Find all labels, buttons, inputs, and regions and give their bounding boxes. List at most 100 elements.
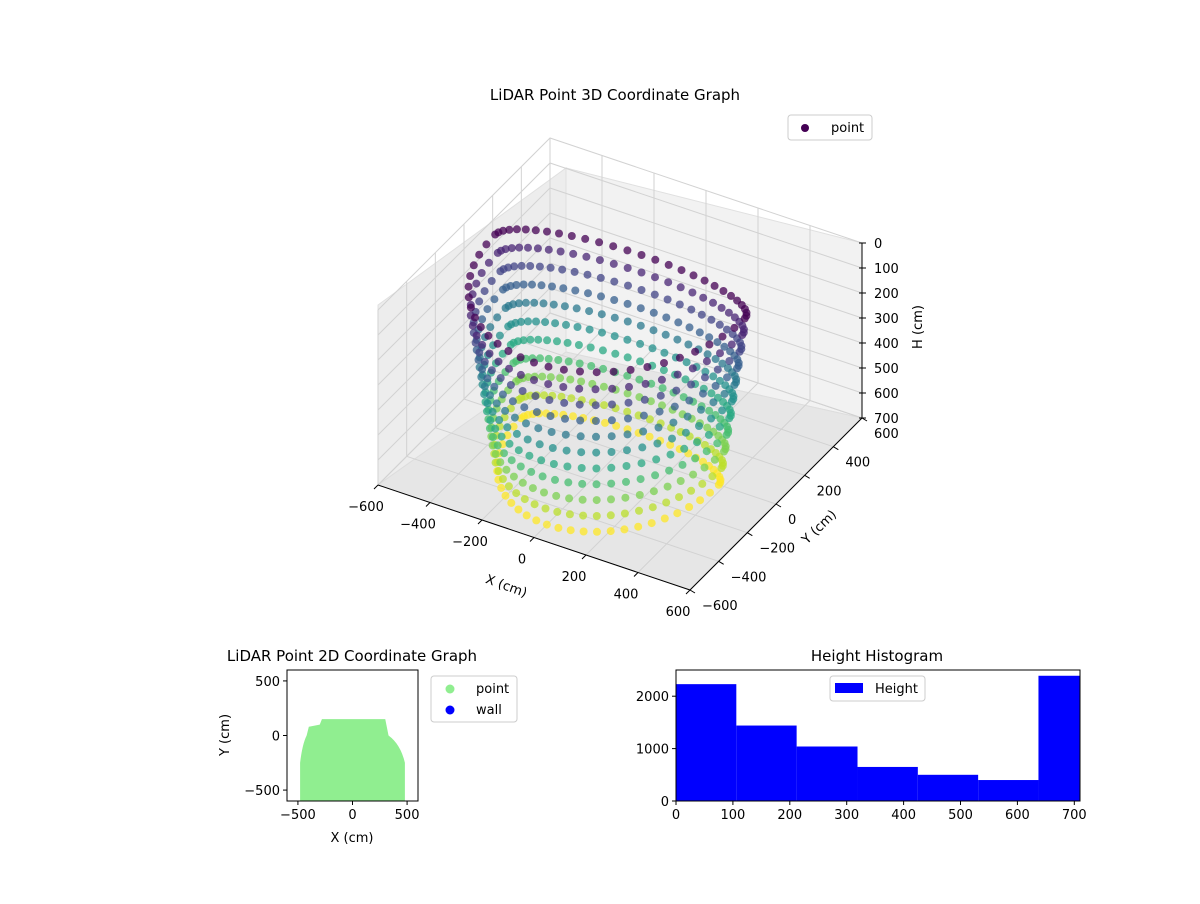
cloud-point xyxy=(730,381,739,389)
cloud-point xyxy=(566,375,575,384)
grid-line xyxy=(377,187,863,361)
cloud-point xyxy=(518,478,527,487)
cloud-point xyxy=(622,477,630,486)
cloud-point xyxy=(623,446,631,455)
cloud-point xyxy=(561,430,570,439)
footprint-shape xyxy=(300,719,405,801)
histogram-bar xyxy=(676,684,737,801)
y-tick-mark xyxy=(718,560,724,565)
cloud-point xyxy=(548,444,557,452)
cloud-point xyxy=(555,229,563,238)
cloud-point xyxy=(725,414,734,423)
cloud-point xyxy=(697,310,706,319)
cloud-point xyxy=(577,464,586,472)
z-tick-label: 500 xyxy=(874,362,899,377)
cloud-point xyxy=(534,335,543,344)
cloud-point xyxy=(720,342,729,351)
cloud-point xyxy=(569,249,578,258)
cloud-point xyxy=(634,522,643,531)
x-tick-label: 400 xyxy=(891,808,916,823)
cloud-point xyxy=(620,509,629,518)
cloud-point xyxy=(532,408,541,417)
x-ticks-2d: −500 0 500 xyxy=(280,801,419,823)
cloud-point xyxy=(505,364,513,373)
cloud-point xyxy=(558,265,567,274)
cloud-point xyxy=(662,313,671,322)
cloud-point xyxy=(474,355,483,364)
cloud-point xyxy=(658,384,667,393)
cloud-point xyxy=(691,347,700,356)
cloud-point xyxy=(643,363,652,371)
cloud-point xyxy=(514,446,523,455)
cloud-point xyxy=(664,260,673,269)
cloud-point xyxy=(509,359,518,368)
cloud-point xyxy=(610,313,619,322)
cloud-point xyxy=(489,433,497,442)
cloud-point xyxy=(480,357,489,366)
z-ticks-3d: 0 100 200 300 400 500 600 700 xyxy=(859,237,899,427)
cloud-point xyxy=(572,304,581,313)
cloud-point xyxy=(505,225,514,234)
legend-2d-point-marker xyxy=(445,684,455,694)
cloud-point xyxy=(514,505,523,514)
z-tick-label: 300 xyxy=(874,312,899,327)
y-tick-label: 600 xyxy=(874,427,899,442)
cloud-point xyxy=(680,444,689,453)
cloud-point xyxy=(662,498,671,507)
cloud-point xyxy=(612,421,621,430)
cloud-point xyxy=(546,412,555,420)
chart-3d: LiDAR Point 3D Coordinate Graph −600 −400… xyxy=(348,86,926,620)
cloud-point xyxy=(543,336,552,345)
cloud-point xyxy=(607,448,616,456)
chart-2d: LiDAR Point 2D Coordinate Graph −500 0 500… xyxy=(218,647,518,846)
cloud-point xyxy=(707,315,716,324)
cloud-point xyxy=(532,317,540,326)
z-tick-label: 200 xyxy=(874,287,899,302)
cloud-point xyxy=(592,480,601,489)
x-tick-label: 600 xyxy=(1005,808,1030,823)
cloud-point xyxy=(607,432,616,441)
cloud-point xyxy=(693,438,701,447)
histogram-y-ticks: 0 1000 2000 xyxy=(636,690,676,810)
cloud-point xyxy=(563,338,572,347)
y-tick-mark xyxy=(833,446,839,451)
cloud-point xyxy=(541,318,550,327)
cloud-point xyxy=(544,362,553,371)
cloud-point xyxy=(528,484,537,493)
cloud-point xyxy=(703,423,712,432)
cloud-point xyxy=(472,279,481,288)
cloud-point xyxy=(548,282,556,291)
cloud-point xyxy=(660,348,669,357)
cloud-point xyxy=(516,353,525,362)
cloud-point xyxy=(464,282,473,291)
cloud-point xyxy=(675,493,683,502)
histogram-bar xyxy=(978,780,1039,801)
histogram-legend-frame xyxy=(829,675,926,702)
cloud-point xyxy=(464,293,473,302)
chart-histogram: Height Histogram 0 100 200 300 400 500 600 700 … xyxy=(636,647,1087,823)
cloud-point xyxy=(702,357,711,366)
cloud-point xyxy=(538,472,547,481)
cloud-point xyxy=(710,455,719,464)
cloud-point xyxy=(654,423,663,432)
cloud-point xyxy=(544,380,553,389)
cloud-point xyxy=(493,313,502,322)
cloud-point xyxy=(636,339,645,348)
cloud-point xyxy=(528,280,536,289)
cloud-point xyxy=(639,411,648,420)
cloud-point xyxy=(724,308,733,317)
cloud-point xyxy=(535,262,544,271)
cloud-point xyxy=(669,418,678,427)
cloud-point xyxy=(696,496,705,505)
cloud-point xyxy=(638,443,647,452)
cloud-point xyxy=(715,422,724,431)
cloud-point xyxy=(600,401,609,410)
cloud-point xyxy=(681,375,690,384)
legend-3d-frame xyxy=(787,114,873,141)
cloud-point xyxy=(517,414,526,423)
cloud-point xyxy=(547,428,556,436)
cloud-point xyxy=(685,396,694,405)
cloud-point xyxy=(713,365,722,374)
cloud-point xyxy=(598,328,606,337)
cloud-point xyxy=(623,317,632,326)
